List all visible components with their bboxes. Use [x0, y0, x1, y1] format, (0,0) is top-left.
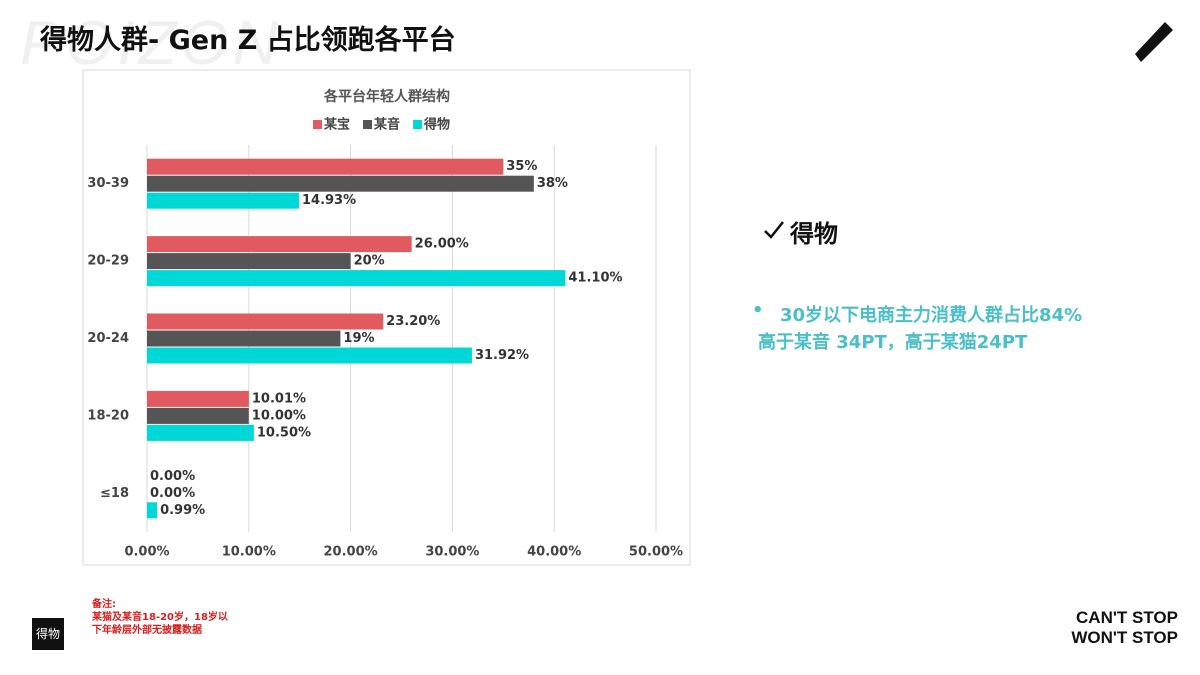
- bar: [147, 158, 504, 175]
- legend-swatch: [313, 120, 322, 129]
- note-label: 备注:: [92, 599, 116, 610]
- x-tick-label: 40.00%: [527, 545, 581, 560]
- bar: [147, 424, 254, 441]
- value-label: 10.50%: [257, 425, 311, 440]
- y-tick-label: 20-24: [87, 331, 129, 346]
- slogan-line: CAN'T STOP: [1076, 608, 1178, 627]
- x-tick-label: 30.00%: [425, 545, 479, 560]
- bullet: •: [752, 300, 764, 321]
- check-icon: [764, 221, 784, 239]
- bar: [147, 313, 384, 330]
- y-tick-label: ≤18: [100, 486, 129, 501]
- bar: [147, 330, 341, 347]
- pen-icon: [1135, 22, 1173, 62]
- x-tick-label: 50.00%: [629, 545, 683, 560]
- note-line: 下年龄层外部无披露数据: [92, 625, 202, 636]
- value-label: 0.00%: [150, 486, 195, 501]
- legend-label: 某音: [373, 117, 400, 133]
- chart: 各平台年轻人群结构 0.00% 10.00% 20.00% 30.00% 40.00% 5…: [82, 69, 691, 566]
- bar: [147, 502, 158, 519]
- value-label: 20%: [354, 254, 385, 269]
- value-label: 10.00%: [252, 408, 306, 423]
- bar: [147, 390, 249, 407]
- value-label: 41.10%: [568, 271, 622, 286]
- bar: [147, 407, 249, 424]
- value-label: 19%: [343, 331, 374, 346]
- bar: [147, 270, 566, 287]
- bar: [147, 236, 412, 253]
- value-label: 31.92%: [475, 348, 529, 363]
- logo: 得物: [32, 618, 64, 650]
- highlight-heading: 得物: [790, 220, 838, 248]
- legend-label: 得物: [423, 117, 450, 133]
- bar: [147, 175, 534, 192]
- x-tick-label: 10.00%: [222, 545, 276, 560]
- note-line: 某猫及某音18-20岁，18岁以: [92, 612, 228, 623]
- y-tick-label: 18-20: [87, 408, 129, 423]
- value-label: 23.20%: [386, 314, 440, 329]
- value-label: 0.99%: [160, 503, 205, 518]
- bar: [147, 253, 351, 270]
- value-label: 14.93%: [302, 193, 356, 208]
- legend-label: 某宝: [323, 117, 350, 133]
- slogan: CAN'T STOP WON'T STOP: [1071, 608, 1178, 648]
- highlight-line: 30岁以下电商主力消费人群占比84%: [780, 305, 1083, 326]
- value-label: 26.00%: [415, 237, 469, 252]
- x-tick-label: 0.00%: [124, 545, 169, 560]
- note: 备注: 某猫及某音18-20岁，18岁以 下年龄层外部无披露数据: [92, 598, 228, 637]
- slogan-line: WON'T STOP: [1071, 628, 1178, 647]
- bar: [147, 347, 472, 364]
- legend-swatch: [363, 120, 373, 129]
- watermark: POIZON: [20, 9, 282, 78]
- bar: [147, 192, 299, 209]
- highlight-line: 高于某音 34PT，高于某猫24PT: [758, 332, 1028, 353]
- slide-title: 得物人群- Gen Z 占比领跑各平台: [40, 25, 456, 56]
- value-label: 35%: [506, 159, 537, 174]
- y-tick-label: 30-39: [87, 176, 129, 191]
- chart-title: 各平台年轻人群结构: [323, 88, 450, 105]
- value-label: 10.01%: [252, 391, 306, 406]
- value-label: 38%: [537, 176, 568, 191]
- value-label: 0.00%: [150, 469, 195, 484]
- x-tick-label: 20.00%: [324, 545, 378, 560]
- legend-swatch: [413, 120, 423, 129]
- y-tick-label: 20-29: [87, 254, 129, 269]
